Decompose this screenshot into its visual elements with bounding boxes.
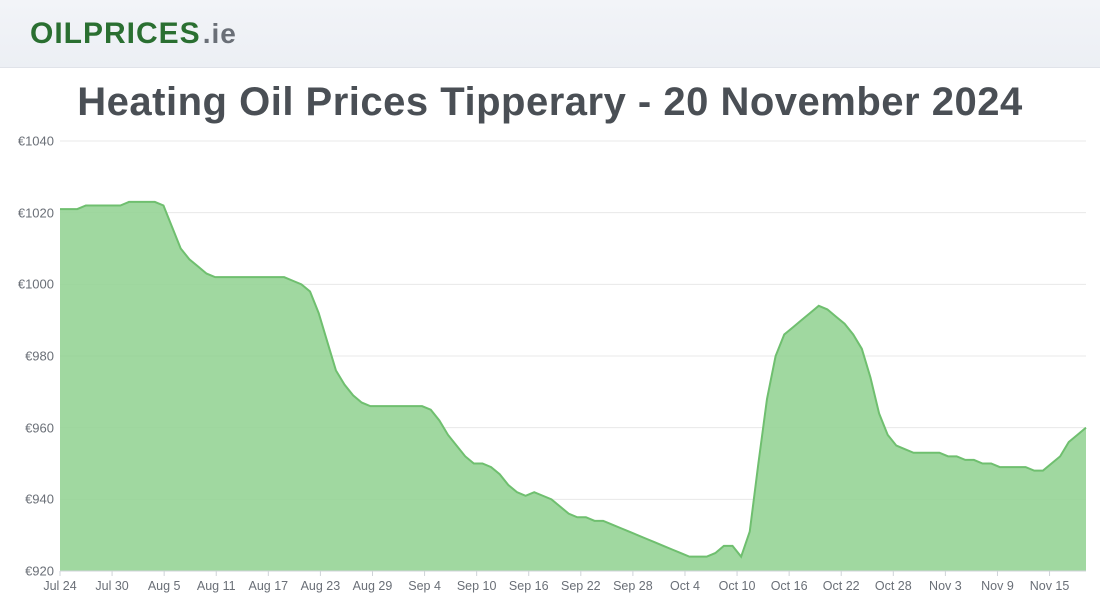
y-axis-label: €1000 bbox=[2, 277, 54, 292]
x-axis-label: Jul 30 bbox=[95, 579, 128, 593]
brand-logo[interactable]: OIL PRICES .ie bbox=[30, 17, 237, 51]
logo-part-ie: .ie bbox=[203, 18, 237, 50]
x-axis-label: Aug 17 bbox=[249, 579, 289, 593]
x-axis-label: Sep 28 bbox=[613, 579, 653, 593]
x-axis-label: Sep 4 bbox=[408, 579, 441, 593]
x-axis-label: Nov 3 bbox=[929, 579, 962, 593]
logo-part-prices: PRICES bbox=[83, 17, 201, 51]
x-axis-label: Jul 24 bbox=[43, 579, 76, 593]
page-title: Heating Oil Prices Tipperary - 20 Novemb… bbox=[0, 80, 1100, 125]
x-axis-label: Oct 4 bbox=[670, 579, 700, 593]
x-axis-label: Aug 23 bbox=[301, 579, 341, 593]
x-axis-label: Sep 10 bbox=[457, 579, 497, 593]
chart-svg bbox=[0, 135, 1098, 597]
y-axis-label: €980 bbox=[2, 349, 54, 364]
y-axis-label: €960 bbox=[2, 420, 54, 435]
y-axis-label: €1040 bbox=[2, 134, 54, 149]
x-axis-label: Sep 16 bbox=[509, 579, 549, 593]
price-chart: €920 €940 €960 €980 €1000 €1020 €1040 Jul 24 Ju… bbox=[0, 135, 1098, 597]
x-axis-label: Oct 28 bbox=[875, 579, 912, 593]
x-axis-label: Oct 22 bbox=[823, 579, 860, 593]
x-axis-label: Sep 22 bbox=[561, 579, 601, 593]
logo-part-oil: OIL bbox=[30, 17, 83, 51]
x-axis-label: Nov 9 bbox=[981, 579, 1014, 593]
x-axis-label: Aug 5 bbox=[148, 579, 181, 593]
x-axis-label: Oct 16 bbox=[771, 579, 808, 593]
x-axis-label: Aug 11 bbox=[197, 579, 236, 593]
header-bar: OIL PRICES .ie bbox=[0, 0, 1100, 68]
title-wrap: Heating Oil Prices Tipperary - 20 Novemb… bbox=[0, 68, 1100, 125]
x-axis-label: Aug 29 bbox=[353, 579, 393, 593]
x-axis-label: Oct 10 bbox=[719, 579, 756, 593]
y-axis-label: €920 bbox=[2, 564, 54, 579]
y-axis-label: €1020 bbox=[2, 205, 54, 220]
y-axis-label: €940 bbox=[2, 492, 54, 507]
x-axis-label: Nov 15 bbox=[1030, 579, 1070, 593]
